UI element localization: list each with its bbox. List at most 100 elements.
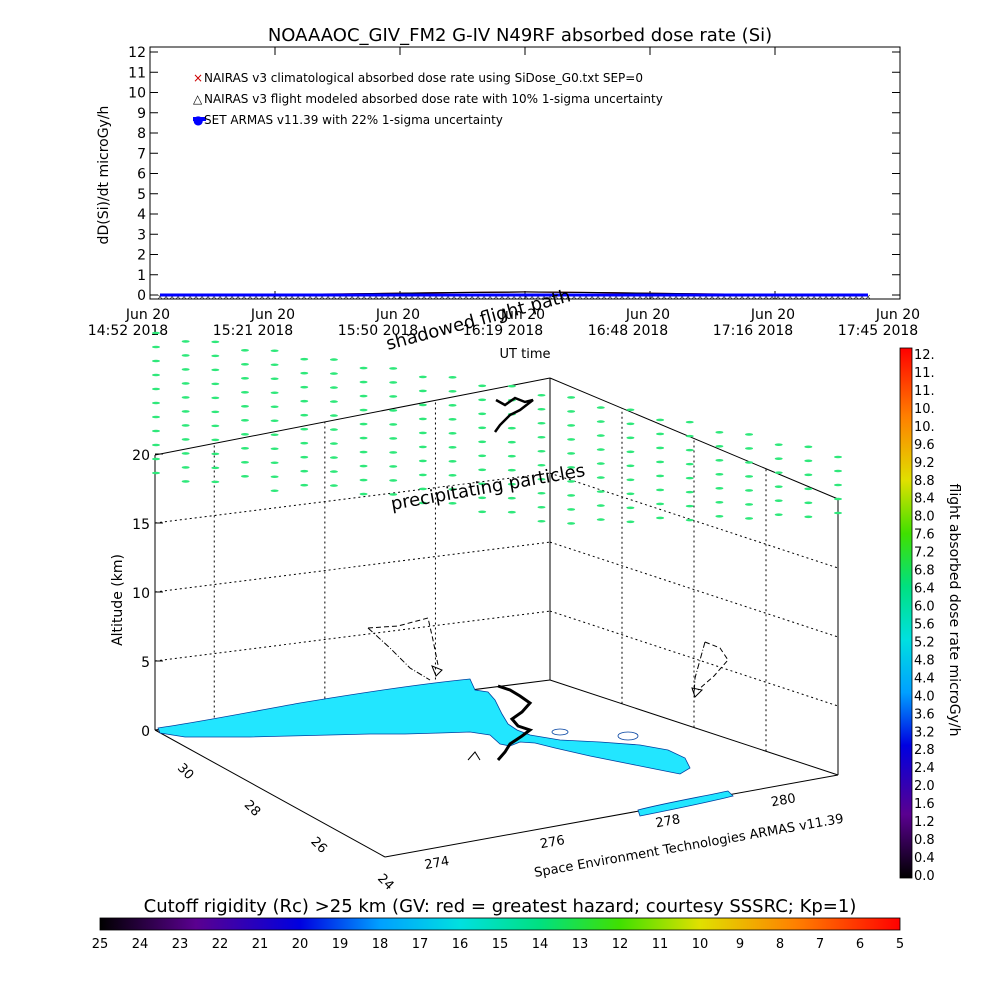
particle (181, 368, 190, 371)
particle (804, 473, 813, 477)
particle (300, 469, 309, 473)
series-marker: × (823, 293, 829, 301)
particle (567, 424, 576, 427)
dose-tick-label: 12. (914, 348, 935, 363)
x-tick-label-time: 16:19 2018 (463, 323, 543, 339)
particle (537, 393, 546, 397)
land-panhandle (157, 678, 691, 775)
rigidity-tick-label: 18 (372, 937, 389, 952)
series-marker: × (169, 293, 175, 301)
lon-tick-label: 278 (654, 812, 681, 831)
series-marker: × (295, 293, 301, 301)
y-tick-label: 4 (137, 207, 146, 223)
series-marker: × (619, 293, 625, 301)
particle (270, 433, 279, 437)
dose-tick-label: 4.0 (914, 689, 935, 704)
particle (329, 414, 338, 417)
particle (418, 417, 427, 421)
particle (507, 426, 516, 430)
x-tick-label-date: Jun 20 (125, 307, 170, 323)
particle (537, 477, 546, 481)
series-marker: × (637, 293, 643, 301)
series-marker: × (511, 293, 517, 301)
series-marker: × (535, 293, 541, 301)
particle (745, 489, 754, 492)
dose-tick-label: 0.8 (914, 833, 935, 848)
dose-tick-label: 2.0 (914, 779, 935, 794)
land-south (637, 790, 734, 817)
particle (211, 424, 220, 428)
precipitating-particles (152, 331, 842, 525)
particle (270, 391, 279, 395)
legend-marker: △ (193, 92, 203, 106)
rigidity-tick-label: 10 (692, 937, 709, 952)
marker-floor (467, 751, 481, 761)
series-marker: × (799, 293, 805, 301)
legend-label: NAIRAS v3 flight modeled absorbed dose r… (204, 92, 663, 106)
particle (834, 455, 842, 459)
series-marker: × (613, 293, 619, 301)
series-marker: × (727, 293, 733, 301)
particle (774, 499, 783, 502)
particle (211, 368, 220, 372)
particle (152, 429, 160, 433)
particle (478, 496, 487, 500)
dose-tick-label: 11. (914, 384, 935, 399)
particle (270, 489, 279, 493)
series-marker: × (259, 293, 265, 301)
particle (389, 367, 398, 370)
series-marker: × (547, 293, 553, 301)
particle (567, 480, 576, 483)
series-marker: × (337, 293, 343, 301)
particle (596, 448, 605, 451)
y-tick-label: 3 (137, 227, 146, 243)
grid-line (549, 610, 839, 707)
particle (448, 488, 457, 491)
particle (685, 476, 694, 480)
rigidity-tick-label: 16 (452, 937, 469, 952)
series-marker: × (433, 293, 439, 301)
particle (745, 517, 754, 520)
series-marker: × (445, 293, 451, 301)
particle (567, 466, 576, 469)
series-marker: × (439, 293, 445, 301)
timeseries-plot: × × × × × × × × × × × × × × × × × × × × × × × × × × × × × × × × × × × × × × × ×… (157, 291, 871, 301)
lon-tick-label: 280 (770, 791, 797, 810)
flight-markers (431, 665, 704, 761)
rigidity-tick-label: 14 (532, 937, 549, 952)
series-marker: × (475, 293, 481, 301)
series-marker: × (193, 293, 199, 301)
particle (418, 487, 427, 491)
particle (300, 371, 309, 375)
series-marker: × (361, 293, 367, 301)
series-marker: × (733, 293, 739, 301)
y-tick-label: 10 (128, 86, 146, 102)
particle (448, 390, 457, 393)
series-marker: × (499, 293, 505, 301)
particle (389, 437, 398, 440)
particle (300, 427, 309, 431)
series-marker: × (391, 293, 397, 301)
particle (152, 443, 160, 447)
particle (181, 340, 190, 343)
z-tick-label: 10 (132, 586, 150, 602)
rigidity-tick-label: 22 (212, 937, 229, 952)
y-tick-label: 0 (137, 288, 146, 304)
particle (626, 464, 635, 468)
particle (448, 404, 457, 407)
dose-tick-label: 0.4 (914, 851, 935, 866)
flight-dashed-right (697, 641, 729, 691)
particle (270, 461, 279, 465)
series-marker: × (493, 293, 499, 301)
dose-colorbar-label: flight absorbed dose rate microGy/h (946, 484, 962, 737)
x-tick-label-time: 16:48 2018 (588, 323, 668, 339)
box-edges (154, 377, 839, 858)
longitude-ticks: 274 276 278 280 (423, 791, 797, 873)
dose-colorbar (899, 347, 913, 879)
series-marker: × (685, 293, 691, 301)
y-tick-label: 12 (128, 45, 146, 61)
particle (656, 516, 665, 520)
x-axis-label: UT time (500, 347, 551, 362)
legend-label: NAIRAS v3 climatological absorbed dose r… (204, 71, 643, 85)
particle (240, 363, 249, 366)
